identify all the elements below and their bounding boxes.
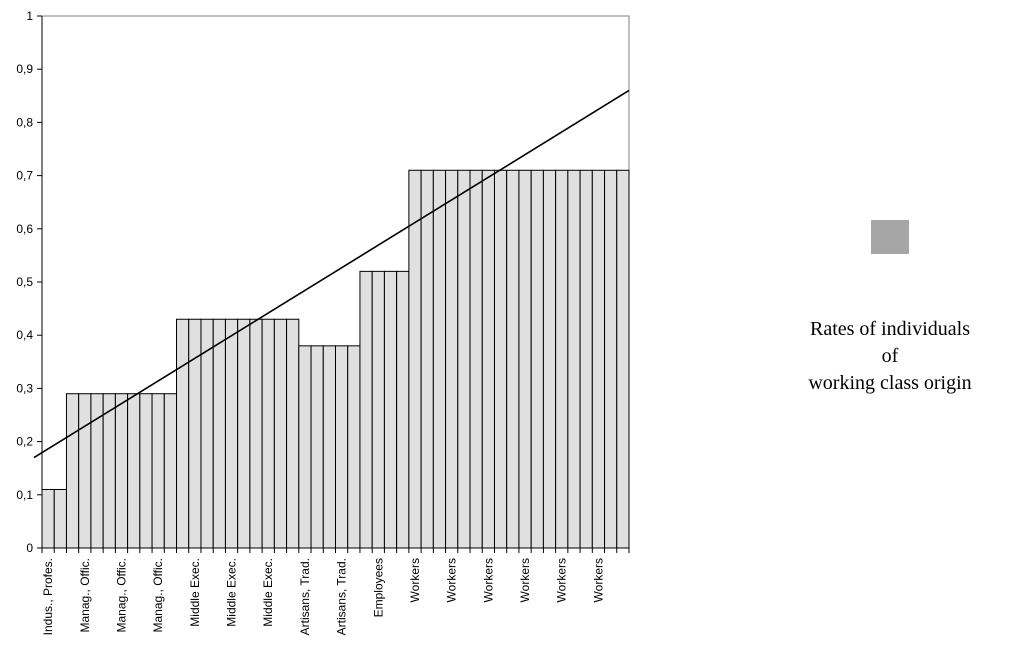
bar (579, 169, 593, 549)
bar (591, 169, 606, 549)
bar (286, 318, 300, 549)
y-tick-label: 0 (26, 541, 33, 555)
y-tick-label: 0,2 (16, 435, 33, 449)
y-tick-label: 0,5 (16, 275, 33, 289)
bar (506, 169, 520, 549)
x-tick-label: Workers (555, 558, 569, 602)
y-axis-ticks: 0 0,1 0,2 0,3 0,4 0,5 0,6 0,7 0,8 0,9 1 (16, 9, 42, 555)
trend-line (33, 89, 630, 459)
bar (78, 393, 92, 549)
bar (53, 488, 67, 549)
bar (261, 318, 275, 549)
bar (188, 318, 202, 549)
bar (396, 270, 410, 549)
bar (310, 345, 324, 549)
x-tick-label: Middle Exec. (188, 558, 202, 627)
bar (493, 169, 508, 549)
bar (542, 169, 557, 549)
bar (457, 169, 471, 549)
y-tick-label: 0,8 (16, 115, 33, 129)
x-tick-label: Middle Exec. (225, 558, 239, 627)
bar (322, 345, 337, 549)
bar (65, 393, 80, 549)
x-tick-label: Manag., Offic. (114, 558, 128, 632)
bar (432, 169, 447, 549)
y-tick-label: 0,3 (16, 381, 33, 395)
bar (114, 393, 129, 549)
bar (555, 169, 569, 549)
bar (445, 169, 459, 549)
x-tick-label: Workers (518, 558, 532, 602)
x-tick-label: Workers (481, 558, 495, 602)
bar (371, 270, 385, 549)
y-tick-label: 0,6 (16, 222, 33, 236)
bar (481, 169, 495, 549)
x-tick-label: Artisans, Trad. (298, 558, 312, 635)
bar (139, 393, 153, 549)
bar (518, 169, 532, 549)
bar (237, 318, 251, 549)
bar (151, 393, 165, 549)
x-tick-label: Employees (371, 558, 385, 617)
y-tick-label: 0,9 (16, 62, 33, 76)
bar (567, 169, 581, 549)
x-tick-label: Workers (408, 558, 422, 602)
bar (41, 488, 55, 549)
bar (273, 318, 288, 549)
bar (616, 169, 630, 549)
bar (176, 318, 190, 549)
bar (224, 318, 239, 549)
bar (530, 169, 544, 549)
bar (383, 270, 398, 549)
y-tick-label: 1 (26, 9, 33, 23)
x-tick-label: Middle Exec. (261, 558, 275, 627)
x-axis-ticks: Indus., Profes. Manag., Offic. Manag., Off… (41, 548, 630, 635)
bars (41, 169, 630, 549)
bar (347, 345, 361, 549)
bar (604, 169, 618, 549)
bar (212, 318, 226, 549)
bar (420, 169, 434, 549)
x-tick-label: Workers (445, 558, 459, 602)
bar (127, 393, 141, 549)
y-tick-label: 0,7 (16, 169, 33, 183)
legend-label: Rates of individuals of working class or… (808, 318, 972, 394)
y-tick-label: 0,4 (16, 328, 33, 342)
bar (163, 393, 178, 549)
x-tick-label: Manag., Offic. (78, 558, 92, 632)
x-tick-label: Artisans, Trad. (335, 558, 349, 635)
bar (469, 169, 483, 549)
bar (408, 169, 422, 549)
legend-swatch (871, 220, 909, 254)
x-tick-label: Workers (591, 558, 605, 602)
bar (249, 318, 263, 549)
bar (359, 270, 373, 549)
bar (335, 345, 349, 549)
bar (102, 393, 116, 549)
legend: Rates of individuals of working class or… (760, 220, 1015, 397)
y-tick-label: 0,1 (16, 488, 33, 502)
x-tick-label: Indus., Profes. (41, 558, 55, 635)
trend-line-group (33, 89, 630, 459)
x-tick-label: Manag., Offic. (151, 558, 165, 632)
bar (298, 345, 312, 549)
